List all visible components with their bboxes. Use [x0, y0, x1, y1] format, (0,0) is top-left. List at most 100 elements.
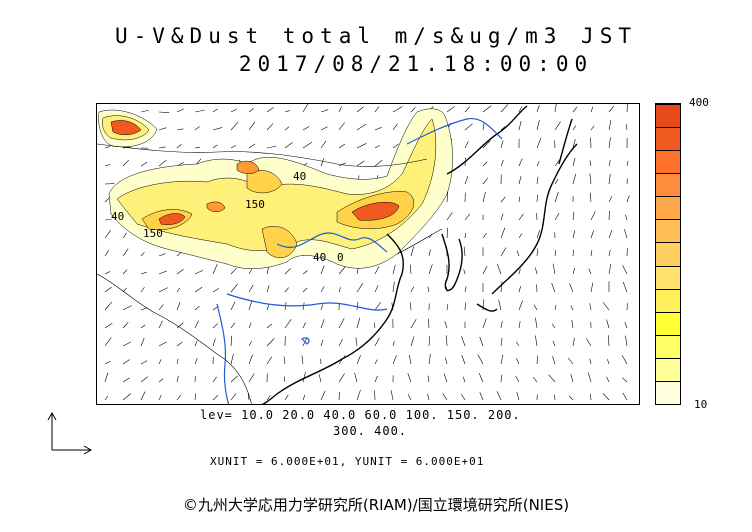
wind-vector: [554, 304, 557, 311]
color-scale-segment: [656, 380, 680, 404]
wind-vector: [230, 335, 233, 347]
wind-vector: [572, 157, 576, 167]
wind-vector: [410, 336, 415, 347]
wind-vector: [482, 232, 487, 239]
wind-vector: [624, 322, 628, 329]
wind-vector: [427, 393, 430, 401]
wind-vector: [302, 270, 308, 275]
wind-vector: [338, 339, 343, 347]
wind-vector: [176, 395, 181, 401]
wind-vector: [478, 373, 484, 383]
wind-vector: [392, 143, 399, 149]
japan-coastline: [476, 143, 578, 312]
wind-vector: [482, 161, 488, 167]
wind-vector: [479, 392, 484, 401]
wind-vector: [500, 337, 503, 347]
wind-vector: [622, 265, 628, 275]
wind-vector: [518, 196, 520, 203]
wind-vector: [516, 358, 520, 365]
wind-vector: [626, 195, 630, 203]
wind-vector: [194, 320, 199, 329]
wind-vector: [428, 336, 430, 347]
wind-vector: [356, 143, 367, 149]
wind-vector: [302, 371, 306, 383]
wind-vector: [446, 335, 448, 347]
wind-vector: [602, 393, 610, 401]
wind-vector: [284, 142, 293, 149]
wind-vector: [338, 122, 345, 131]
wind-vector: [320, 126, 328, 131]
wind-vector: [410, 107, 416, 113]
yangtze-river: [226, 293, 388, 311]
wind-vector: [518, 268, 521, 275]
wind-vector: [194, 286, 203, 293]
wind-vector: [567, 357, 574, 365]
wind-vector: [464, 106, 470, 113]
wind-vector: [248, 341, 252, 347]
wind-vector: [248, 284, 254, 293]
wind-vector: [518, 120, 522, 131]
wind-vector: [122, 341, 131, 347]
wind-vector: [572, 125, 577, 131]
wind-vector: [392, 123, 398, 131]
wind-vector: [446, 212, 453, 221]
dust-peak-east: [351, 201, 400, 221]
wind-vector: [463, 246, 466, 257]
wind-vector: [590, 282, 594, 293]
wind-vector: [140, 324, 146, 329]
wind-vector: [624, 229, 628, 239]
wind-vector: [374, 106, 380, 113]
wind-vector: [409, 302, 412, 311]
wind-vector: [122, 359, 130, 365]
wind-vector: [446, 227, 449, 239]
wind-vector: [464, 302, 466, 311]
wind-vector: [500, 247, 507, 257]
wind-vector: [338, 373, 345, 383]
wind-vector: [320, 109, 329, 113]
wind-vector: [410, 318, 417, 329]
wind-vector: [608, 173, 611, 185]
wind-vector: [373, 322, 376, 329]
wind-vector: [230, 393, 237, 401]
wind-vector: [608, 264, 612, 275]
wind-vector: [428, 353, 431, 365]
wind-vector: [104, 229, 112, 239]
wind-vector: [248, 108, 254, 113]
wind-vector: [445, 357, 448, 365]
wind-vector: [536, 248, 538, 257]
dust-concentration-field: [98, 108, 453, 269]
wind-vector: [320, 339, 324, 347]
wind-vector: [626, 178, 628, 185]
wind-vector: [500, 140, 504, 149]
wind-vector: [194, 146, 200, 149]
dust-peak-nw: [110, 120, 142, 135]
wind-vector: [392, 354, 397, 365]
wind-vector: [608, 137, 611, 149]
wind-vector: [284, 110, 291, 113]
wind-vector: [548, 374, 556, 383]
wind-vector: [572, 211, 575, 221]
wind-vector: [194, 340, 198, 347]
wind-vector: [446, 191, 449, 203]
wind-vector: [140, 360, 148, 365]
wind-vector: [518, 321, 521, 329]
wind-vector: [463, 269, 466, 275]
wind-vector: [230, 145, 237, 149]
contour-labels: 40 150 40 150 40 0: [111, 170, 344, 264]
wind-vector: [301, 355, 304, 365]
wind-vector: [104, 146, 111, 149]
wind-vector: [194, 358, 198, 365]
color-scale-max-label: 400: [689, 96, 709, 109]
wind-vector: [428, 318, 430, 329]
wind-vector: [248, 300, 253, 311]
wind-vector: [176, 128, 184, 131]
wind-vector: [500, 320, 503, 329]
chart-title: U-V&Dust total m/s&ug/m3 JST: [114, 24, 637, 48]
wind-vector: [284, 287, 289, 293]
wind-vector: [482, 123, 485, 131]
wind-vector: [140, 376, 148, 383]
wind-vector: [622, 281, 628, 293]
wind-vector: [247, 393, 250, 401]
wind-vector: [515, 376, 520, 383]
wind-vector: [533, 376, 538, 383]
